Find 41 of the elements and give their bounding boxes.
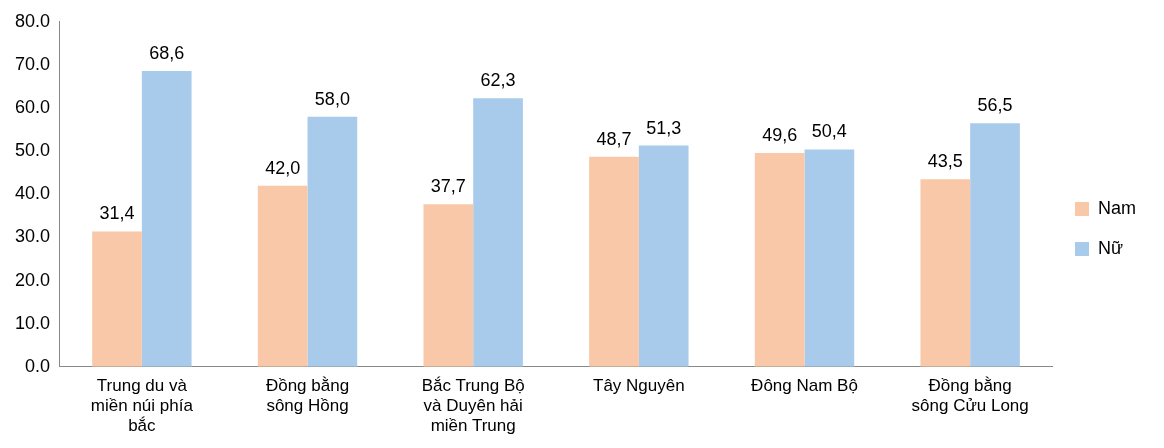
bar xyxy=(257,185,308,367)
y-tick-label: 20.0 xyxy=(14,269,51,290)
bar xyxy=(141,70,192,367)
bar xyxy=(473,98,523,367)
x-tick-label: Đồng bằng sông Cửu Long xyxy=(911,375,1029,416)
bar xyxy=(307,116,358,367)
bar xyxy=(638,145,689,367)
y-tick-label: 40.0 xyxy=(14,183,51,204)
data-label: 31,4 xyxy=(99,203,135,224)
y-tick-label: 50.0 xyxy=(14,140,51,161)
data-label: 49,6 xyxy=(762,124,798,145)
bar xyxy=(423,204,474,367)
y-tick-label: 10.0 xyxy=(14,312,51,333)
x-tick-label: Trung du và miền núi phía bắc xyxy=(90,375,194,436)
bar xyxy=(804,149,855,367)
legend-label: Nam xyxy=(1098,197,1137,218)
y-tick-label: 80.0 xyxy=(14,10,51,31)
y-tick-label: 0.0 xyxy=(25,355,51,376)
bar xyxy=(589,156,639,367)
data-label: 68,6 xyxy=(149,42,185,63)
y-tick-label: 70.0 xyxy=(14,53,51,74)
data-label: 42,0 xyxy=(265,157,301,178)
x-tick-label: Đồng bằng sông Hồng xyxy=(265,375,350,416)
x-tick-label: Bắc Trung Bộ và Duyên hải miền Trung xyxy=(421,375,525,436)
bar xyxy=(920,179,971,367)
bar xyxy=(92,231,142,367)
bar xyxy=(970,123,1020,367)
y-tick-label: 60.0 xyxy=(14,97,51,118)
data-label: 48,7 xyxy=(596,128,632,149)
data-label: 50,4 xyxy=(811,121,847,142)
data-label: 37,7 xyxy=(430,176,466,197)
data-label: 58,0 xyxy=(314,88,350,109)
data-label: 43,5 xyxy=(927,151,963,172)
legend-label: Nữ xyxy=(1098,237,1124,258)
x-tick-label: Tây Nguyên xyxy=(593,375,685,395)
x-tick-label: Đông Nam Bộ xyxy=(751,375,858,395)
bar xyxy=(754,152,805,367)
data-label: 56,5 xyxy=(977,95,1013,116)
data-label: 62,3 xyxy=(480,70,516,91)
data-label: 51,3 xyxy=(646,117,682,138)
y-tick-label: 30.0 xyxy=(14,226,51,247)
